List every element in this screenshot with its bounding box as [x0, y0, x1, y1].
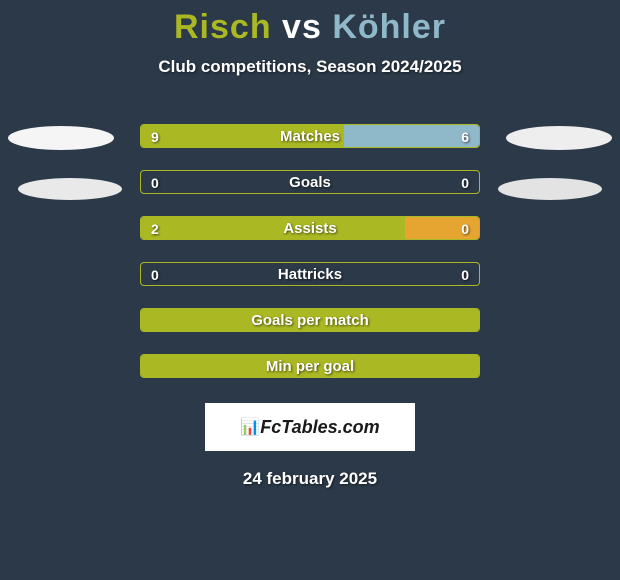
stat-row: Goals per match: [0, 297, 620, 343]
comparison-infographic: { "header": { "title_left": "Risch", "ti…: [0, 0, 620, 580]
stat-label: Assists: [141, 217, 479, 240]
stat-row: Assists2 0: [0, 205, 620, 251]
stat-value-left: 9: [151, 125, 159, 148]
stat-value-right: 0: [461, 263, 469, 286]
stat-bar: Goals per match: [140, 308, 480, 332]
stat-label: Matches: [141, 125, 479, 148]
stat-label: Goals per match: [141, 309, 479, 332]
stat-label: Hattricks: [141, 263, 479, 286]
stat-value-left: 0: [151, 263, 159, 286]
stat-value-right: 0: [461, 217, 469, 240]
title-player-right: Köhler: [332, 8, 446, 46]
stat-row: Min per goal: [0, 343, 620, 389]
subtitle: Club competitions, Season 2024/2025: [0, 57, 620, 77]
stat-value-left: 0: [151, 171, 159, 194]
stat-bar: Goals0 0: [140, 170, 480, 194]
stat-value-left: 2: [151, 217, 159, 240]
page-title: Risch vs Köhler: [0, 0, 620, 47]
logo-text: FcTables.com: [260, 417, 379, 438]
logo-icon: 📊: [240, 417, 256, 437]
stat-value-right: 0: [461, 171, 469, 194]
stat-row: Hattricks0 0: [0, 251, 620, 297]
stat-bar: Assists2 0: [140, 216, 480, 240]
title-player-left: Risch: [174, 8, 272, 46]
comparison-rows: Matches96Goals00Assists20Hattricks00Goal…: [0, 113, 620, 389]
logo-badge: 📊 FcTables.com: [205, 403, 415, 451]
stat-label: Goals: [141, 171, 479, 194]
stat-row: Goals0 0: [0, 159, 620, 205]
stat-row: Matches9 6: [0, 113, 620, 159]
stat-label: Min per goal: [141, 355, 479, 378]
stat-bar: Matches9 6: [140, 124, 480, 148]
stat-value-right: 6: [461, 125, 469, 148]
stat-bar: Min per goal: [140, 354, 480, 378]
title-vs: vs: [272, 8, 333, 46]
footer-date: 24 february 2025: [0, 469, 620, 489]
stat-bar: Hattricks0 0: [140, 262, 480, 286]
